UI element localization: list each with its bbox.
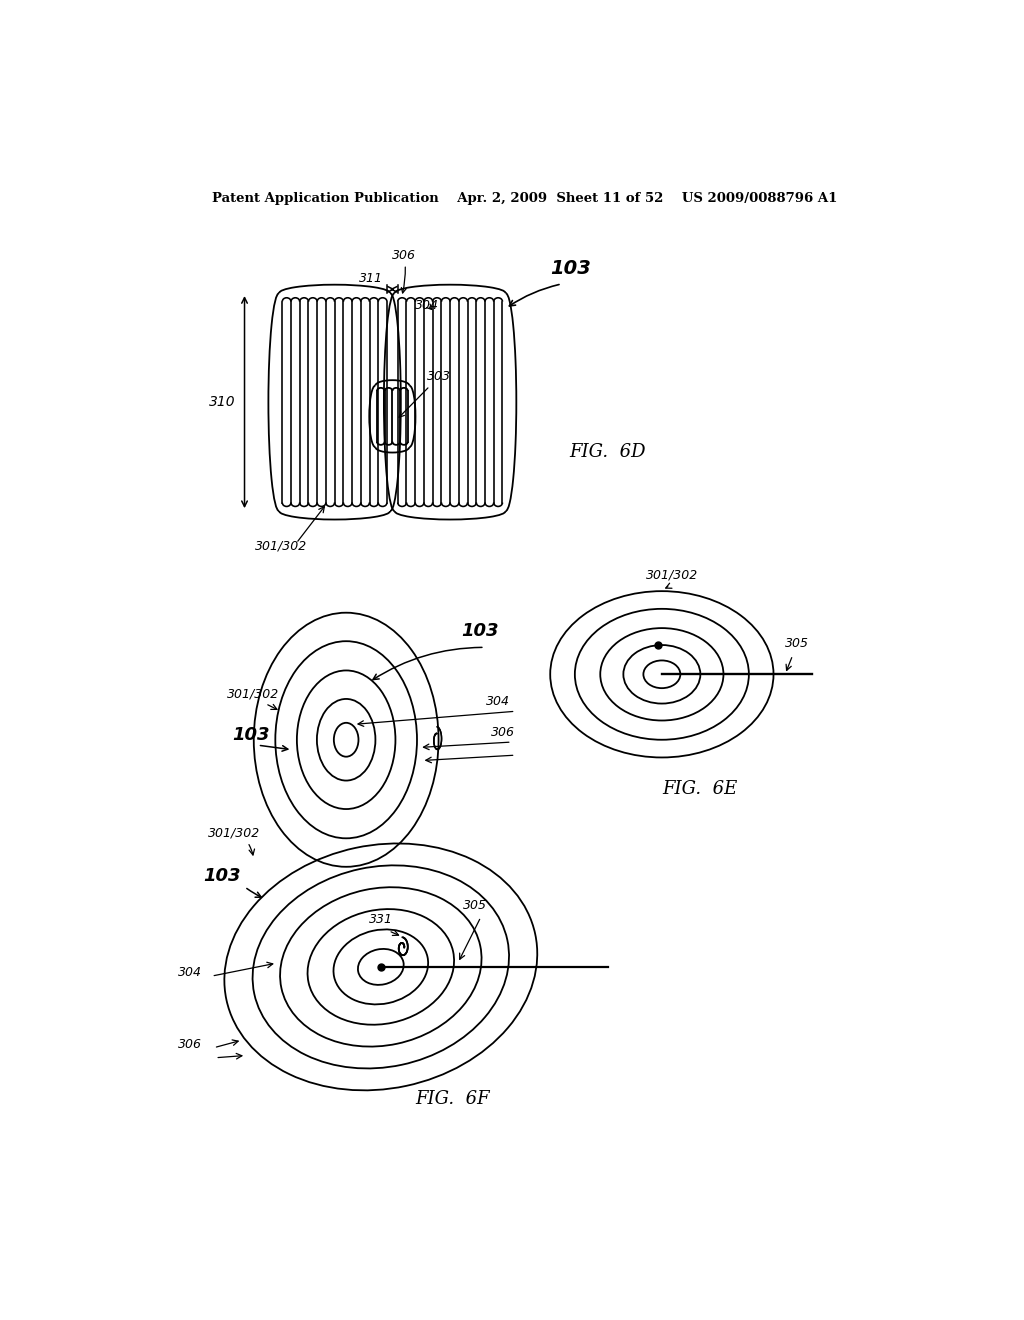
- Text: 310: 310: [209, 395, 236, 409]
- Text: 303: 303: [399, 370, 451, 417]
- Text: FIG.  6E: FIG. 6E: [662, 780, 737, 797]
- Text: 301/302: 301/302: [255, 540, 307, 553]
- Text: 331: 331: [370, 913, 393, 927]
- Text: 103: 103: [550, 259, 591, 279]
- Text: Patent Application Publication    Apr. 2, 2009  Sheet 11 of 52    US 2009/008879: Patent Application Publication Apr. 2, 2…: [212, 191, 838, 205]
- Text: 103: 103: [462, 622, 499, 640]
- Text: 306: 306: [490, 726, 515, 739]
- Text: 301/302: 301/302: [646, 568, 698, 581]
- Text: 103: 103: [232, 726, 269, 743]
- Text: 301/302: 301/302: [226, 688, 280, 701]
- Text: 306: 306: [392, 248, 417, 293]
- Text: 301/302: 301/302: [208, 826, 260, 840]
- Text: FIG.  6D: FIG. 6D: [569, 444, 646, 461]
- Text: FIG.  6F: FIG. 6F: [416, 1090, 490, 1107]
- Text: 304: 304: [416, 298, 439, 312]
- Text: 304: 304: [486, 696, 510, 708]
- Text: 311: 311: [359, 272, 383, 285]
- Text: 304: 304: [178, 966, 203, 979]
- Text: 305: 305: [785, 638, 809, 651]
- Text: 103: 103: [204, 867, 242, 884]
- Text: 306: 306: [178, 1038, 203, 1051]
- Text: 305: 305: [463, 899, 487, 912]
